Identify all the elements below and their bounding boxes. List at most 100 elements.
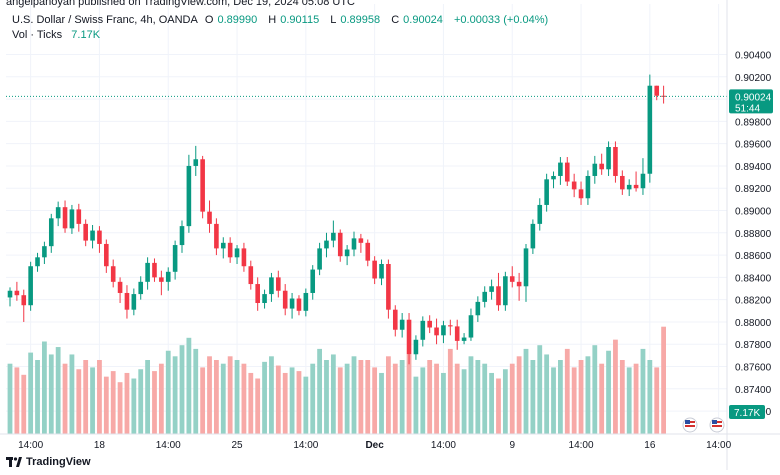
volume-bar xyxy=(654,367,660,434)
tradingview-brand[interactable]: TradingView xyxy=(6,456,91,468)
candle-body xyxy=(434,327,439,336)
candle-body xyxy=(441,325,446,336)
volume-bar xyxy=(592,345,598,434)
candle-body xyxy=(647,85,653,174)
candle xyxy=(585,170,591,205)
candle-body xyxy=(62,207,68,229)
candle xyxy=(475,296,481,322)
candle-body xyxy=(523,248,529,287)
last-price-tag xyxy=(729,89,773,114)
volume-bar xyxy=(186,337,192,434)
candle xyxy=(365,239,371,267)
symbol-title[interactable]: U.S. Dollar / Swiss Franc, 4h, OANDA xyxy=(12,14,198,26)
candle xyxy=(516,272,522,301)
candle xyxy=(310,265,316,300)
candle xyxy=(14,281,20,301)
price-tick-label: 0.89200 xyxy=(735,184,772,195)
countdown-value: 51:44 xyxy=(735,103,760,114)
candle xyxy=(42,241,47,264)
volume-bars xyxy=(7,326,666,434)
flag-canton xyxy=(685,420,690,424)
candle xyxy=(248,260,254,290)
candle-body xyxy=(296,298,302,311)
candle xyxy=(276,270,281,298)
candle xyxy=(344,245,350,266)
flag-icon[interactable] xyxy=(682,417,698,433)
volume-bar xyxy=(241,363,247,434)
candle xyxy=(262,289,267,309)
candle xyxy=(379,259,384,286)
volume-bar xyxy=(626,367,632,434)
volume-bar xyxy=(475,360,481,434)
candle xyxy=(165,267,171,291)
flag-stripe xyxy=(712,425,722,427)
candle xyxy=(324,232,329,258)
candle xyxy=(76,203,82,232)
candle-body xyxy=(564,162,570,182)
volume-bar xyxy=(420,367,426,434)
candle xyxy=(200,155,205,219)
candle-body xyxy=(633,184,639,189)
price-tick-label: 0.87800 xyxy=(735,340,772,351)
candle xyxy=(468,308,474,341)
candle-body xyxy=(496,286,501,306)
candle-body xyxy=(69,209,75,229)
time-tick-label: 14:00 xyxy=(156,440,181,451)
candle xyxy=(337,229,343,262)
candle xyxy=(509,266,515,288)
published-by: angelpanoyan published on TradingView.co… xyxy=(6,0,355,8)
volume-bar xyxy=(324,360,329,434)
low-value: 0.89958 xyxy=(340,14,381,26)
candle xyxy=(83,219,88,247)
volume-bar xyxy=(207,356,212,434)
candle-body xyxy=(104,243,109,267)
volume-bar xyxy=(289,367,295,434)
candle xyxy=(35,252,40,272)
candle-body xyxy=(475,301,481,316)
symbol-legend: U.S. Dollar / Swiss Franc, 4h, OANDA O 0.… xyxy=(12,14,552,26)
candle-body xyxy=(406,319,412,355)
candle-body xyxy=(255,284,260,303)
candle-body xyxy=(48,218,54,247)
candle xyxy=(241,242,247,272)
candle-body xyxy=(42,246,47,258)
volume-bar xyxy=(496,378,501,434)
candle xyxy=(159,270,164,296)
volume-bar xyxy=(282,372,288,434)
volume-bar xyxy=(551,367,556,434)
candle-body xyxy=(461,337,467,341)
candle-body xyxy=(468,315,474,338)
volume-bar xyxy=(523,348,529,434)
candle-body xyxy=(303,292,309,311)
volume-bar xyxy=(262,361,267,434)
candle-body xyxy=(558,162,563,176)
volume-label[interactable]: Vol · Ticks xyxy=(12,29,63,41)
candle xyxy=(110,259,116,288)
volume-bar xyxy=(296,371,302,434)
candle-body xyxy=(289,298,295,309)
volume-bar xyxy=(606,350,611,434)
candle-body xyxy=(578,189,584,199)
candle-body xyxy=(83,223,88,241)
volume-bar xyxy=(413,376,419,434)
close-label: C xyxy=(391,14,400,26)
flag-stripe xyxy=(685,425,695,427)
time-tick-label: 9 xyxy=(509,440,515,451)
candle xyxy=(523,243,529,302)
candle xyxy=(372,256,377,285)
volume-bar xyxy=(386,356,391,434)
flag-icon[interactable] xyxy=(709,417,725,433)
volume-bar xyxy=(544,354,550,434)
candle xyxy=(317,242,322,276)
candle xyxy=(207,200,212,233)
candle-body xyxy=(392,309,398,330)
volume-bar xyxy=(647,360,653,434)
volume-bar xyxy=(599,363,605,434)
candle-body xyxy=(179,226,185,246)
volume-bar xyxy=(502,369,508,434)
candle-body xyxy=(186,165,192,227)
candle xyxy=(564,157,570,186)
candle-body xyxy=(200,159,205,212)
